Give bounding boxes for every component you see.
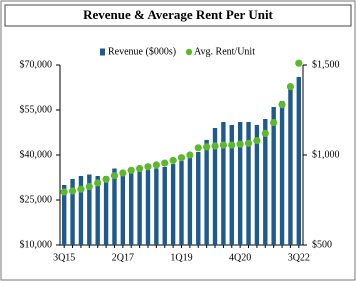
bar bbox=[120, 170, 126, 245]
y2-tick-label: $500 bbox=[312, 239, 332, 250]
bar bbox=[263, 119, 268, 245]
bar bbox=[170, 164, 176, 245]
x-tick-label: 1Q19 bbox=[170, 252, 192, 263]
x-tick-label: 3Q22 bbox=[288, 252, 310, 263]
dot bbox=[161, 159, 169, 167]
bar bbox=[212, 128, 218, 245]
dot bbox=[236, 140, 244, 148]
bar bbox=[129, 170, 134, 245]
bar bbox=[221, 122, 226, 245]
bar bbox=[296, 77, 302, 245]
legend-label: Revenue ($000s) bbox=[108, 46, 176, 57]
x-tick-label: 3Q15 bbox=[53, 252, 75, 263]
dot bbox=[77, 185, 85, 193]
legend-swatch bbox=[100, 48, 105, 56]
legend-label: Avg. Rent/Unit bbox=[194, 46, 255, 57]
bar bbox=[279, 101, 285, 245]
dot bbox=[68, 187, 77, 195]
dot bbox=[127, 166, 135, 174]
bar bbox=[70, 179, 75, 245]
bar bbox=[204, 140, 209, 245]
dot bbox=[94, 179, 102, 187]
bar bbox=[254, 125, 260, 245]
bar bbox=[154, 168, 159, 245]
dot bbox=[211, 142, 219, 150]
bar bbox=[246, 122, 251, 245]
y-tick-label: $10,000 bbox=[20, 239, 53, 250]
dot bbox=[270, 119, 278, 127]
dot bbox=[102, 175, 110, 183]
bar bbox=[112, 168, 117, 245]
dot bbox=[119, 169, 127, 177]
dot bbox=[110, 172, 119, 180]
bar bbox=[95, 176, 100, 245]
dot bbox=[219, 141, 227, 149]
dot bbox=[228, 141, 236, 149]
x-tick-label: 4Q20 bbox=[229, 252, 251, 263]
bar bbox=[229, 125, 234, 245]
dot bbox=[177, 154, 186, 162]
bar bbox=[145, 170, 151, 245]
dot bbox=[169, 156, 177, 164]
y-tick-label: $25,000 bbox=[20, 194, 53, 205]
dot bbox=[253, 137, 261, 145]
x-tick-label: 2Q17 bbox=[112, 252, 134, 263]
bar bbox=[196, 152, 201, 245]
bar bbox=[61, 185, 67, 245]
bar bbox=[87, 174, 92, 245]
bar bbox=[288, 89, 293, 245]
bar bbox=[187, 158, 193, 245]
legend-swatch bbox=[185, 48, 193, 56]
bar bbox=[237, 122, 243, 245]
dot bbox=[286, 83, 295, 91]
dot bbox=[136, 164, 144, 173]
dot bbox=[60, 188, 68, 196]
y-tick-label: $55,000 bbox=[20, 104, 53, 115]
bar bbox=[179, 161, 184, 245]
bar bbox=[137, 171, 142, 245]
dot bbox=[278, 101, 286, 109]
dot bbox=[144, 163, 152, 171]
title-box bbox=[4, 4, 352, 27]
chart-title: Revenue & Average Rent Per Unit bbox=[83, 7, 273, 22]
bar bbox=[162, 167, 167, 245]
dot bbox=[152, 161, 160, 169]
y2-tick-label: $1,000 bbox=[312, 149, 340, 160]
dot bbox=[261, 129, 269, 137]
bar bbox=[103, 176, 109, 245]
y-tick-label: $70,000 bbox=[20, 59, 53, 70]
dot bbox=[295, 59, 303, 67]
dot bbox=[194, 144, 202, 152]
bar bbox=[78, 176, 84, 245]
y2-tick-label: $1,500 bbox=[312, 59, 340, 70]
dot bbox=[203, 143, 211, 151]
y-tick-label: $40,000 bbox=[20, 149, 53, 160]
dot bbox=[186, 151, 194, 159]
dot bbox=[85, 182, 93, 191]
bar bbox=[271, 107, 276, 245]
dot bbox=[244, 139, 253, 147]
